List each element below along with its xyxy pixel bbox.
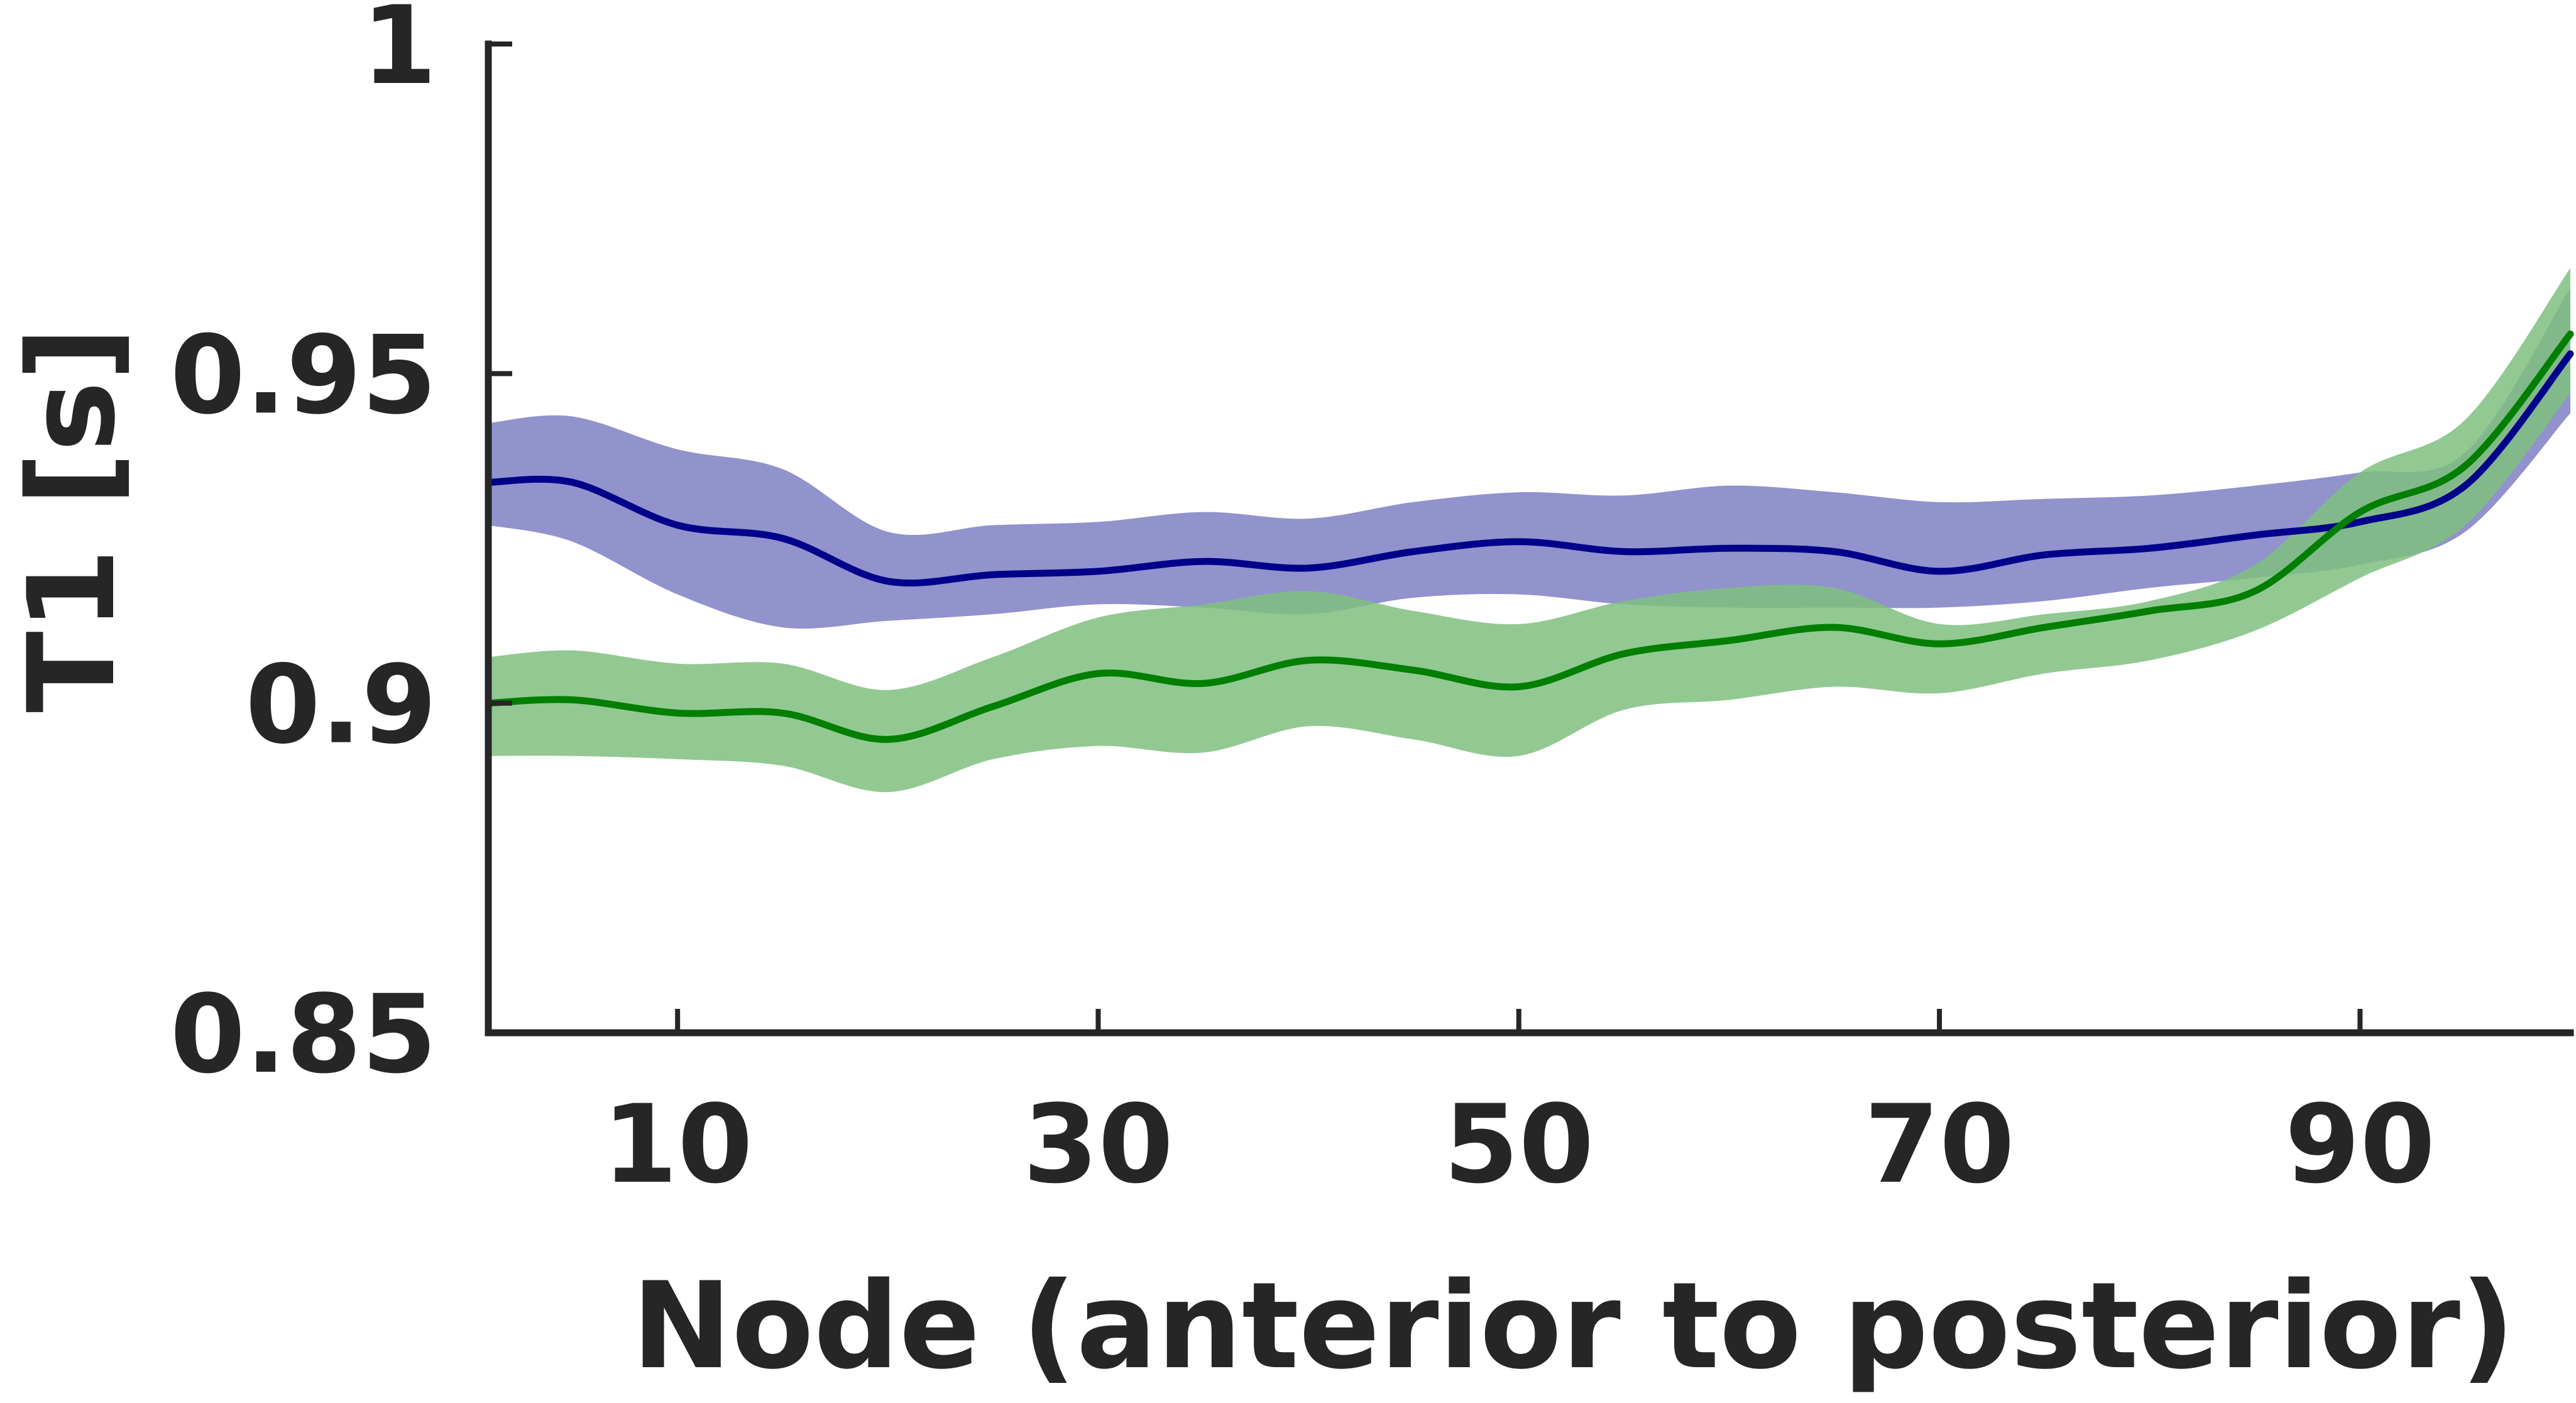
series-lines [485, 330, 2574, 743]
x-ticks: 10 30 50 70 90 [603, 1009, 2435, 1208]
y-tick-label: 0.95 [170, 312, 437, 438]
y-tick-label: 0.85 [170, 971, 437, 1098]
x-tick-label: 90 [2285, 1081, 2435, 1208]
x-axis-label: Node (anterior to posterior) [632, 1257, 2515, 1395]
x-tick-label: 50 [1444, 1081, 1594, 1208]
series-1-line [485, 350, 2574, 587]
series-2-band [488, 268, 2570, 793]
axes [485, 40, 2574, 1037]
x-tick-label: 70 [1864, 1081, 2014, 1208]
y-ticks: 0.85 0.9 0.95 1 [170, 0, 512, 1098]
x-tick-label: 10 [603, 1081, 753, 1208]
y-axis-label: T1 [s] [3, 326, 141, 713]
x-tick-label: 30 [1023, 1081, 1173, 1208]
series-2-line [485, 330, 2574, 743]
y-tick-label: 0.9 [245, 642, 437, 768]
y-tick-label: 1 [361, 0, 437, 109]
series-1-band [488, 288, 2570, 629]
confidence-bands [488, 268, 2570, 793]
